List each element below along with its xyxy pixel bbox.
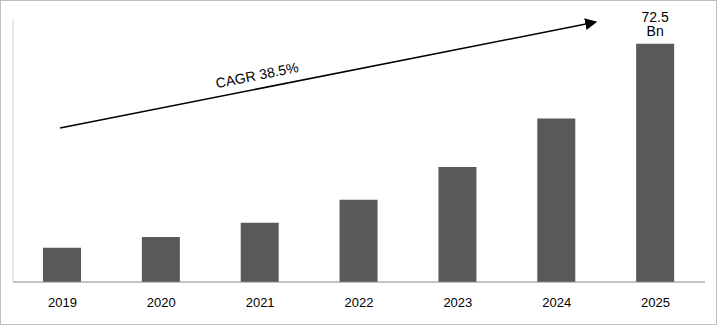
svg-text:CAGR 38.5%: CAGR 38.5% — [214, 59, 300, 91]
svg-text:2023: 2023 — [443, 295, 472, 310]
svg-text:2020: 2020 — [147, 295, 176, 310]
svg-text:2024: 2024 — [542, 295, 571, 310]
svg-text:2019: 2019 — [48, 295, 77, 310]
svg-text:2022: 2022 — [345, 295, 374, 310]
svg-text:72.5Bn: 72.5Bn — [642, 9, 669, 39]
svg-text:2021: 2021 — [246, 295, 275, 310]
svg-text:2025: 2025 — [641, 295, 670, 310]
